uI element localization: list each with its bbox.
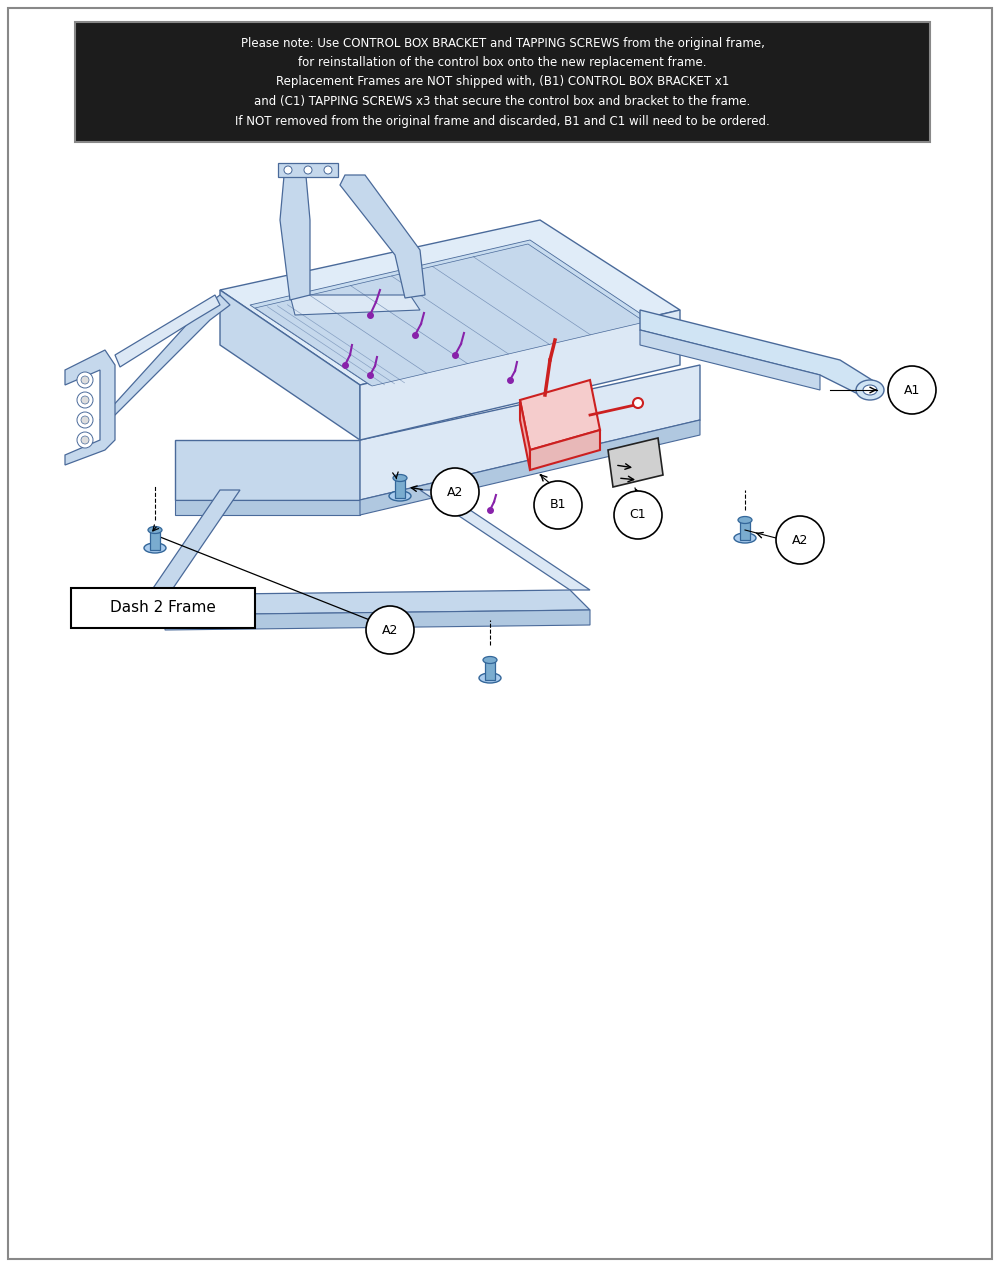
Circle shape [534,481,582,530]
Circle shape [284,166,292,174]
Ellipse shape [148,527,162,533]
Ellipse shape [863,385,877,395]
FancyBboxPatch shape [740,522,750,540]
Ellipse shape [734,533,756,544]
Polygon shape [360,365,700,500]
Ellipse shape [479,673,501,683]
Text: A1: A1 [904,384,920,397]
Text: B1: B1 [550,498,566,512]
FancyBboxPatch shape [150,532,160,550]
Text: A2: A2 [792,533,808,546]
Circle shape [81,376,89,384]
Circle shape [77,372,93,388]
Circle shape [431,468,479,516]
Polygon shape [220,290,360,440]
Text: Please note: Use CONTROL BOX BRACKET and TAPPING SCREWS from the original frame,: Please note: Use CONTROL BOX BRACKET and… [235,37,770,128]
Circle shape [304,166,312,174]
Circle shape [776,516,824,564]
Circle shape [81,436,89,443]
Polygon shape [278,163,338,177]
Polygon shape [175,500,360,514]
Circle shape [366,606,414,654]
Ellipse shape [483,656,497,664]
Polygon shape [145,590,590,614]
Circle shape [77,392,93,408]
Polygon shape [290,295,420,315]
Polygon shape [65,350,115,465]
FancyBboxPatch shape [395,480,405,498]
Polygon shape [420,490,590,590]
FancyBboxPatch shape [75,22,930,142]
FancyBboxPatch shape [71,588,255,628]
Polygon shape [220,220,680,385]
Text: A2: A2 [382,623,398,636]
Polygon shape [165,609,590,630]
Text: A2: A2 [447,485,463,498]
Ellipse shape [856,380,884,400]
Circle shape [77,412,93,428]
Ellipse shape [389,492,411,500]
Ellipse shape [738,517,752,523]
Circle shape [81,397,89,404]
Polygon shape [640,329,820,390]
Polygon shape [340,175,425,298]
Polygon shape [360,310,680,440]
Polygon shape [360,419,700,514]
Polygon shape [250,239,650,385]
Ellipse shape [393,475,407,481]
Polygon shape [115,295,220,367]
Polygon shape [530,430,600,470]
Polygon shape [175,440,360,500]
Polygon shape [608,438,663,487]
Circle shape [614,492,662,538]
Polygon shape [520,380,600,450]
Polygon shape [145,490,240,601]
Polygon shape [100,295,230,419]
Circle shape [888,366,936,414]
Polygon shape [640,310,880,395]
Text: C1: C1 [630,508,646,522]
Circle shape [77,432,93,449]
Polygon shape [520,400,530,470]
Ellipse shape [144,544,166,552]
Text: Dash 2 Frame: Dash 2 Frame [110,601,216,616]
Circle shape [81,416,89,424]
Polygon shape [280,165,310,300]
Circle shape [324,166,332,174]
Polygon shape [255,245,645,386]
Circle shape [633,398,643,408]
FancyBboxPatch shape [485,661,495,680]
